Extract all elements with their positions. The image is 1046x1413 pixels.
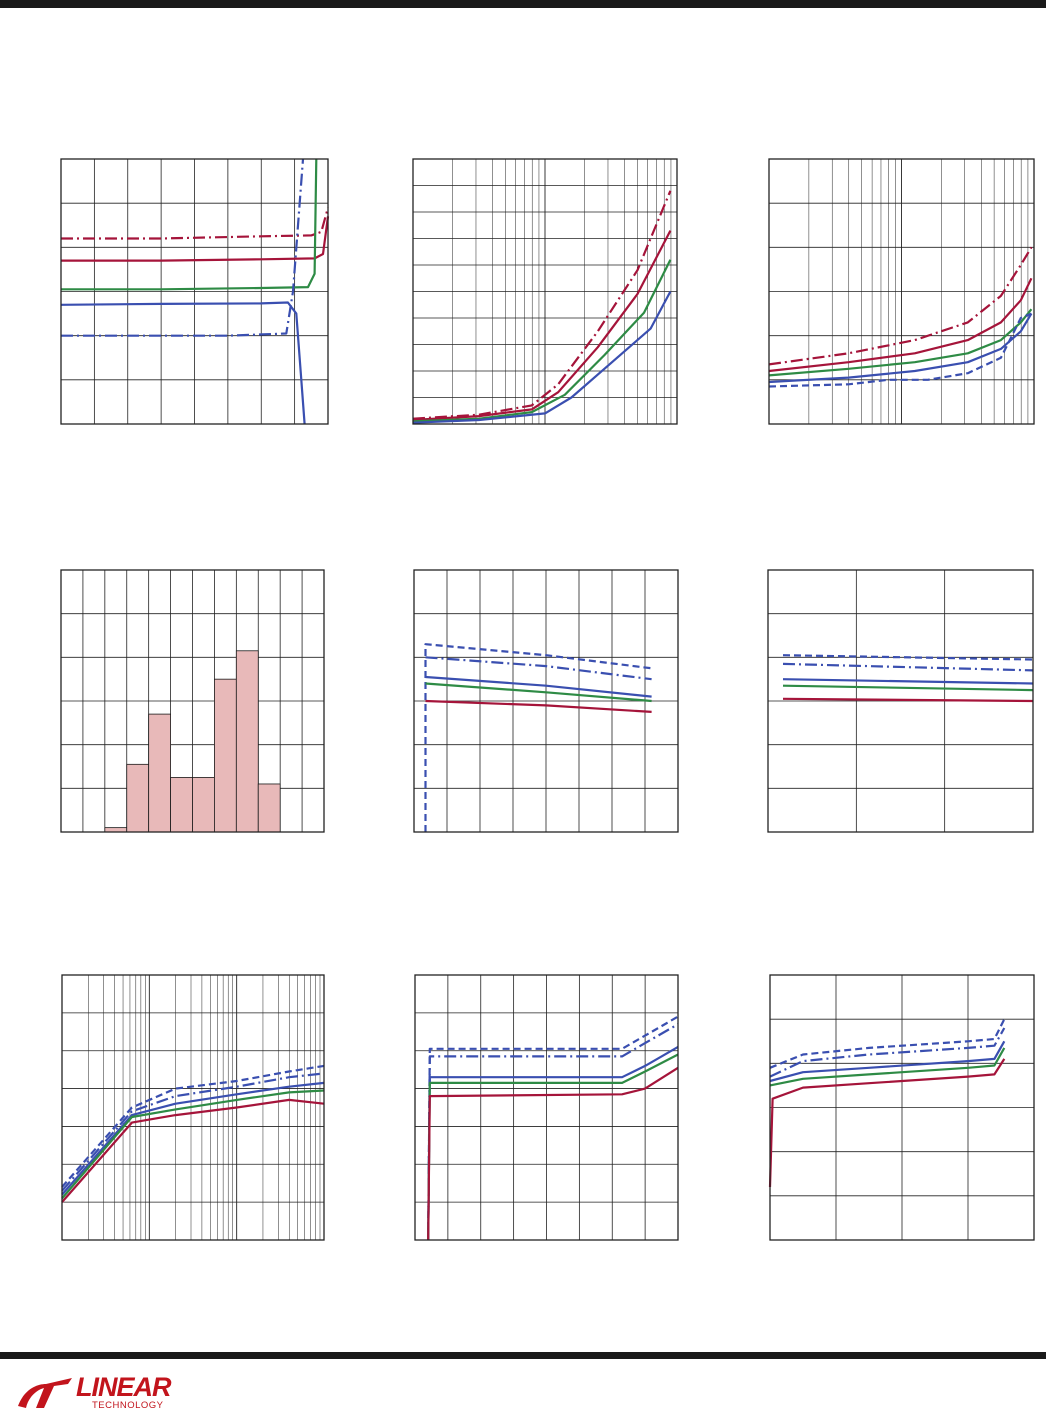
plot-1	[60, 158, 330, 425]
plot-frame	[60, 158, 329, 425]
series-line-red	[61, 216, 330, 262]
bottom-rule	[0, 1352, 1046, 1359]
plot-7-svg	[61, 974, 325, 1241]
lt-logo-icon	[18, 1378, 72, 1408]
plot-1-svg	[60, 158, 330, 425]
series-line-red	[768, 246, 1033, 366]
series-line-blue	[61, 1072, 325, 1192]
series-line-blue	[61, 1064, 325, 1188]
series-line-blue	[782, 654, 1034, 661]
plot-2-svg	[412, 158, 678, 425]
series-line-red	[782, 697, 1034, 703]
plot-9-svg	[768, 974, 1035, 1241]
series-line-blue	[769, 1018, 1006, 1069]
series-line-red	[768, 277, 1033, 373]
series-line-green	[769, 1047, 1006, 1087]
series-line-blue	[768, 312, 1032, 388]
series-line-blue	[425, 675, 652, 698]
histogram-bar	[192, 777, 215, 833]
plot-4-svg	[60, 569, 325, 833]
grid	[414, 570, 678, 832]
series-line-red	[412, 230, 672, 422]
series-line-red	[61, 207, 330, 240]
series-line-blue	[61, 158, 305, 337]
grid	[415, 975, 678, 1240]
plot-4	[60, 569, 325, 833]
plot-frame	[60, 569, 325, 833]
series-line-green	[427, 1053, 679, 1241]
grid	[412, 159, 677, 424]
series-line-blue	[427, 1023, 679, 1241]
histogram-bar	[235, 650, 259, 833]
series-line-red	[427, 1066, 679, 1241]
grid	[770, 975, 1034, 1240]
series-line-green	[768, 308, 1033, 377]
plot-frame	[413, 569, 679, 833]
plot-6	[767, 569, 1034, 833]
plot-5	[413, 569, 679, 833]
plot-5-svg	[413, 569, 679, 833]
series-line-red	[768, 1058, 1006, 1188]
series-line-blue	[427, 1015, 679, 1241]
plot-8	[414, 974, 679, 1241]
series-line-blue	[782, 662, 1034, 672]
plot-2	[412, 158, 678, 425]
plot-frame	[768, 158, 1035, 425]
plot-9	[768, 974, 1035, 1241]
plot-frame	[767, 569, 1034, 833]
series-line-blue	[425, 656, 652, 681]
grid	[768, 570, 1033, 832]
plot-frame	[412, 158, 678, 425]
grid	[768, 159, 1034, 424]
series-line-blue	[412, 290, 672, 424]
series-line-blue	[782, 678, 1034, 685]
series-line-green	[412, 259, 672, 423]
histogram-bar	[148, 713, 171, 833]
series-line-blue	[60, 301, 306, 425]
series-line-blue	[768, 313, 1033, 384]
histogram-bar	[170, 777, 193, 833]
series-line-green	[61, 158, 318, 291]
brand-name: LINEAR	[76, 1372, 171, 1402]
histogram-bar	[104, 827, 128, 833]
series-line-blue	[61, 1081, 325, 1196]
plot-7	[61, 974, 325, 1241]
linear-technology-logo: LINEAR TECHNOLOGY	[14, 1370, 174, 1412]
series-line-blue	[769, 1040, 1006, 1083]
top-rule	[0, 0, 1046, 8]
series-line-green	[425, 682, 652, 703]
histogram-bar	[257, 783, 281, 833]
series-line-blue	[769, 1027, 1006, 1078]
histogram-bar	[126, 763, 150, 833]
plot-3	[768, 158, 1035, 425]
series-line-red	[61, 1098, 325, 1203]
plot-frame	[61, 974, 325, 1241]
plot-3-svg	[768, 158, 1035, 425]
histogram-bar	[214, 678, 237, 833]
brand-subtitle: TECHNOLOGY	[92, 1400, 164, 1411]
plot-8-svg	[414, 974, 679, 1241]
series-line-green	[61, 1089, 325, 1200]
plot-frame	[414, 974, 679, 1241]
series-line-blue	[427, 1045, 679, 1241]
plot-6-svg	[767, 569, 1034, 833]
series-line-red	[425, 699, 652, 713]
grid	[61, 159, 328, 424]
plot-frame	[769, 974, 1035, 1241]
grid	[61, 975, 324, 1240]
series-line-green	[782, 684, 1034, 692]
series-line-red	[412, 190, 672, 420]
series-line-blue	[424, 643, 652, 832]
